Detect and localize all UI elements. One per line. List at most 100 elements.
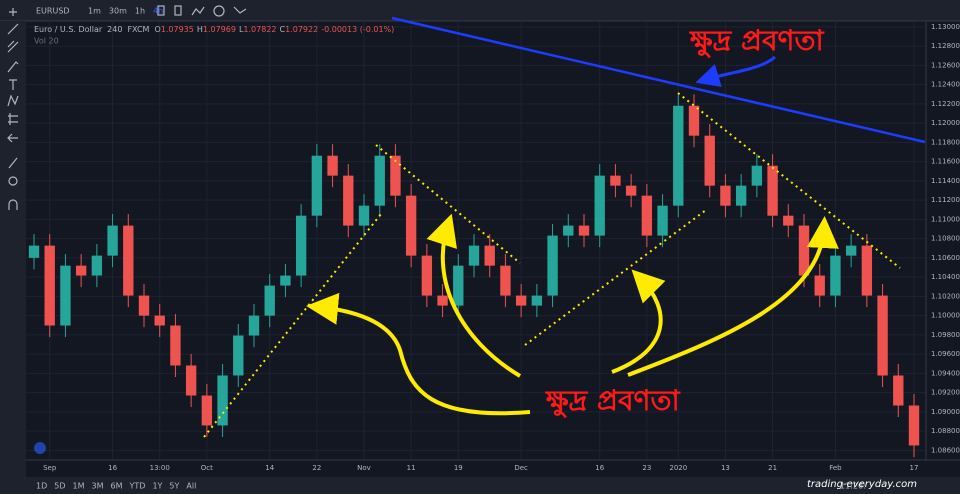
candle-body	[893, 375, 904, 406]
candle-body	[531, 295, 543, 306]
y-tick-label: 1.12400	[931, 81, 960, 89]
volume-label: Vol 20	[34, 37, 59, 46]
y-tick-label: 1.10400	[931, 273, 960, 281]
candle-body	[515, 295, 527, 306]
candle-body	[327, 155, 338, 176]
interval-button[interactable]: 1h	[135, 7, 145, 16]
x-tick-label: 17	[910, 464, 919, 472]
candle-body	[28, 245, 40, 258]
candle-body	[295, 215, 307, 276]
y-tick-label: 1.10800	[931, 235, 960, 243]
range-button[interactable]: 1Y	[152, 482, 162, 491]
candle-body	[814, 275, 825, 296]
candle-body	[374, 155, 385, 206]
x-tick-label: Feb	[829, 464, 842, 472]
candle-body	[280, 275, 291, 286]
candle-body	[358, 205, 370, 226]
range-button[interactable]: 5D	[54, 482, 65, 491]
candle-body	[154, 315, 165, 326]
candle-body	[735, 185, 747, 206]
candle-body	[311, 155, 323, 216]
y-tick-label: 1.09800	[931, 331, 960, 339]
candle-body	[704, 135, 715, 186]
y-tick-label: 1.11200	[931, 196, 960, 204]
x-tick-label: Dec	[514, 464, 528, 472]
blue-arrow	[695, 55, 776, 88]
logo	[34, 442, 46, 454]
range-button[interactable]: All	[186, 482, 196, 491]
y-tick-label: 1.09000	[931, 408, 960, 416]
candle-body	[594, 175, 605, 236]
legend-interval: 240	[107, 25, 122, 34]
legend-h: 1.07969	[203, 25, 236, 34]
y-tick-label: 1.10200	[931, 292, 960, 300]
y-tick-label: 1.12200	[931, 100, 960, 108]
candle-body	[91, 255, 103, 276]
candle-body	[123, 225, 134, 296]
y-tick-label: 1.11000	[931, 215, 960, 223]
legend-change: -0.00013 (-0.01%)	[321, 25, 394, 34]
drawing-tools[interactable]	[7, 8, 19, 210]
candle-body	[641, 195, 653, 236]
legend-text: Euro / U.S. Dollar 240 FXCM O1.07935 H1.0796…	[34, 25, 394, 34]
symbol[interactable]: EURUSD	[36, 7, 70, 16]
legend-l-label: L	[239, 25, 244, 34]
candle-body	[751, 165, 763, 186]
candle-body	[610, 175, 621, 186]
candle-body	[578, 225, 590, 236]
y-tick-label: 1.10600	[931, 254, 960, 262]
trend-lines	[203, 92, 901, 438]
candle-body	[547, 235, 558, 296]
candle-body	[830, 255, 841, 296]
interval-button[interactable]: 1m	[88, 7, 101, 16]
range-button[interactable]: 1M	[73, 482, 85, 491]
legend-source: FXCM	[127, 25, 149, 34]
legend-o: 1.07935	[161, 25, 194, 34]
candle-body	[343, 175, 354, 226]
watermark: trading-everyday.com	[807, 479, 917, 490]
legend-o-label: O	[154, 25, 160, 34]
candle-body	[201, 395, 213, 426]
legend-name: Euro / U.S. Dollar	[34, 25, 103, 34]
range-button[interactable]: 3M	[92, 482, 104, 491]
arrows	[306, 213, 839, 416]
candle-body	[783, 215, 794, 226]
candle-body	[720, 185, 731, 206]
candle-body	[421, 255, 433, 296]
left-toolbar	[0, 21, 26, 494]
range-button[interactable]: YTD	[129, 482, 146, 491]
x-tick-label: 13	[721, 464, 730, 472]
trend-line	[391, 16, 926, 144]
y-tick-label: 1.09200	[931, 389, 960, 397]
annotation: ক্ষুদ্র প্রবণতা	[545, 384, 680, 418]
y-tick-label: 1.10000	[931, 312, 960, 320]
x-tick-label: 16	[595, 464, 604, 472]
y-tick-label: 1.13000	[931, 23, 960, 31]
candle-body	[877, 295, 888, 376]
candle-body	[107, 225, 118, 256]
toolbar-icons	[157, 5, 247, 17]
x-tick-label: 13:00	[150, 464, 170, 472]
x-tick-label: 11	[407, 464, 416, 472]
interval-button[interactable]: 30m	[109, 7, 127, 16]
range-button[interactable]: 6M	[111, 482, 123, 491]
x-tick-label: 21	[768, 464, 777, 472]
annotation: ক্ষুদ্র প্রবণতা	[689, 24, 824, 58]
candle-body	[845, 245, 857, 256]
candle-body	[390, 155, 401, 196]
candle-body	[44, 245, 55, 326]
range-button[interactable]: 1D	[36, 482, 47, 491]
y-tick-label: 1.11400	[931, 177, 960, 185]
y-tick-label: 1.12000	[931, 119, 960, 127]
candle-body	[437, 295, 448, 306]
y-tick-label: 1.11600	[931, 158, 960, 166]
legend-c-label: C	[280, 25, 286, 34]
y-tick-label: 1.09600	[931, 350, 960, 358]
y-tick-label: 1.08800	[931, 427, 960, 435]
legend-h-label: H	[197, 25, 203, 34]
range-button[interactable]: 5Y	[169, 482, 179, 491]
candle-body	[484, 245, 495, 266]
